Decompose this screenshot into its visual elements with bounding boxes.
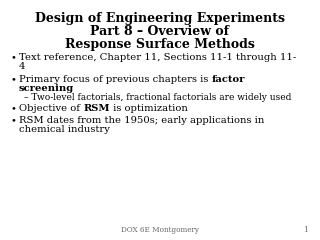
Text: chemical industry: chemical industry [19,125,110,134]
Text: RSM: RSM [83,104,110,113]
Text: Primary focus of previous chapters is: Primary focus of previous chapters is [19,75,212,84]
Text: Response Surface Methods: Response Surface Methods [65,38,255,51]
Text: RSM dates from the 1950s; early applications in: RSM dates from the 1950s; early applicat… [19,116,264,125]
Text: 4: 4 [19,62,26,71]
Text: is optimization: is optimization [110,104,188,113]
Text: DOX 6E Montgomery: DOX 6E Montgomery [121,226,199,234]
Text: Part 8 – Overview of: Part 8 – Overview of [91,25,229,38]
Text: •: • [11,104,17,113]
Text: Design of Engineering Experiments: Design of Engineering Experiments [35,12,285,25]
Text: 1: 1 [303,226,308,234]
Text: – Two-level factorials, fractional factorials are widely used: – Two-level factorials, fractional facto… [24,93,292,102]
Text: screening: screening [19,84,74,93]
Text: •: • [11,53,17,62]
Text: •: • [11,116,17,125]
Text: Objective of: Objective of [19,104,83,113]
Text: Text reference, Chapter 11, Sections 11-1 through 11-: Text reference, Chapter 11, Sections 11-… [19,53,296,62]
Text: •: • [11,75,17,84]
Text: factor: factor [212,75,245,84]
